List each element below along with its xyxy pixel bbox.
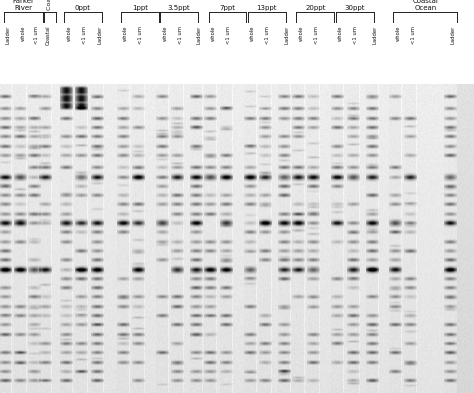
Text: 6: 6 <box>27 258 29 263</box>
Text: Ladder: Ladder <box>7 86 12 104</box>
Text: <1 um: <1 um <box>411 26 416 44</box>
Text: whole: whole <box>123 26 128 41</box>
Text: 7ppt: 7ppt <box>219 5 236 11</box>
Text: 20ppt: 20ppt <box>305 5 325 11</box>
Text: whole: whole <box>396 26 401 41</box>
Text: <1 um: <1 um <box>265 26 271 44</box>
Text: Ladder: Ladder <box>285 86 291 104</box>
Text: whole: whole <box>211 26 216 41</box>
Text: <1 um: <1 um <box>178 26 183 44</box>
Text: whole: whole <box>250 26 255 41</box>
Text: Ladder: Ladder <box>98 26 103 44</box>
Text: 0ppt: 0ppt <box>75 5 91 11</box>
Text: Ladder: Ladder <box>197 26 202 44</box>
Text: whole: whole <box>21 26 26 41</box>
Text: whole: whole <box>299 26 304 41</box>
Text: 8: 8 <box>27 224 29 228</box>
Text: <1 um: <1 um <box>82 26 87 44</box>
Text: Ladder: Ladder <box>6 26 11 44</box>
Text: 33: 33 <box>27 144 32 148</box>
Text: 2: 2 <box>27 243 29 247</box>
Text: whole: whole <box>338 26 343 41</box>
Text: Parker
River: Parker River <box>12 0 34 11</box>
Text: Ladder: Ladder <box>198 86 203 104</box>
Text: whole: whole <box>66 26 72 41</box>
Text: 5: 5 <box>27 209 29 213</box>
Text: Ladder: Ladder <box>373 86 378 104</box>
Text: Coastal: Coastal <box>46 26 51 45</box>
Text: whole: whole <box>163 26 168 41</box>
Text: 30ppt: 30ppt <box>344 5 365 11</box>
Text: Ladder: Ladder <box>450 26 456 44</box>
Text: 3.5ppt: 3.5ppt <box>168 5 191 11</box>
Text: <1 um: <1 um <box>138 26 144 44</box>
Text: Coastal
Ocean: Coastal Ocean <box>412 0 438 11</box>
Text: Ladder: Ladder <box>372 26 377 44</box>
Text: Ladder: Ladder <box>284 26 290 44</box>
Text: <1 um: <1 um <box>34 26 39 44</box>
Text: 23: 23 <box>27 175 32 179</box>
Text: 17: 17 <box>27 160 32 163</box>
Text: Coastal Ocean: Coastal Ocean <box>47 0 52 10</box>
Text: Ladder: Ladder <box>451 86 456 104</box>
Text: <1 um: <1 um <box>314 26 319 44</box>
Text: <1 um: <1 um <box>226 26 231 44</box>
Text: 1ppt: 1ppt <box>132 5 148 11</box>
Text: 26: 26 <box>27 194 31 198</box>
Text: Ladder: Ladder <box>99 86 104 104</box>
Text: <1 um: <1 um <box>353 26 358 44</box>
Text: 13ppt: 13ppt <box>256 5 277 11</box>
